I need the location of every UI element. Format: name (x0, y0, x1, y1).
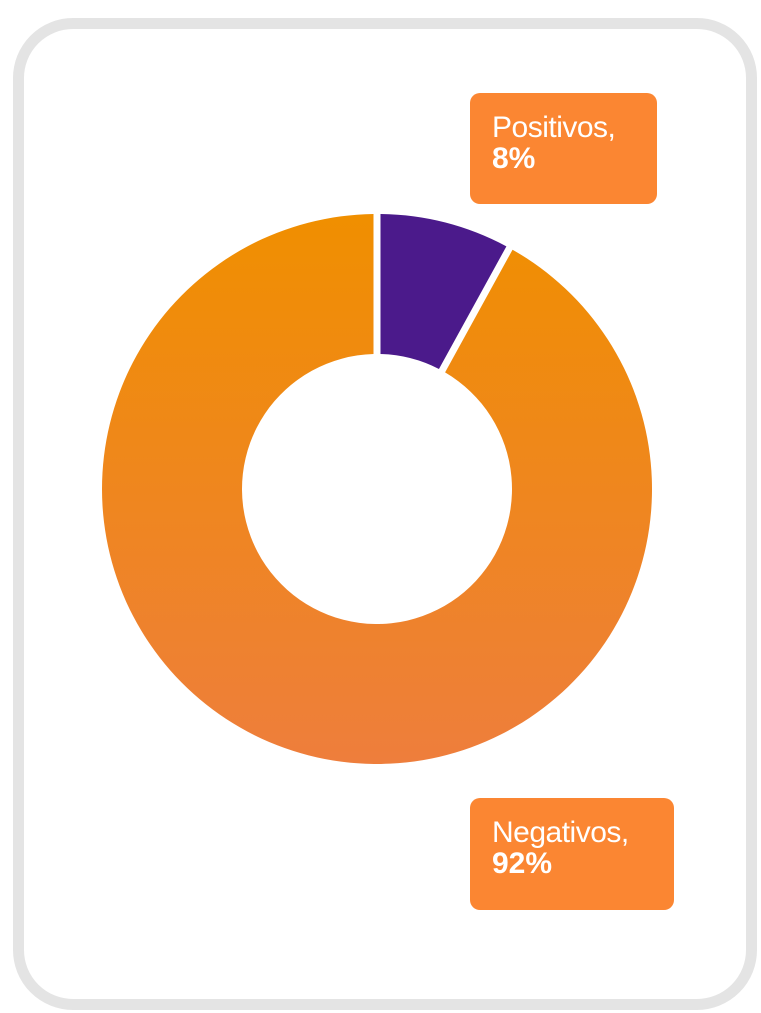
positive-label-value: 8% (492, 142, 536, 175)
donut-slices (102, 214, 653, 764)
positive-data-label: Positivos, 8% (470, 93, 657, 204)
slice-negativos (102, 214, 653, 764)
positive-label-category: Positivos, (492, 111, 616, 144)
negative-label-category: Negativos, (492, 816, 629, 849)
slice-positivos (380, 214, 507, 370)
negative-data-label: Negativos, 92% (470, 798, 674, 910)
negative-label-value: 92% (492, 847, 553, 880)
